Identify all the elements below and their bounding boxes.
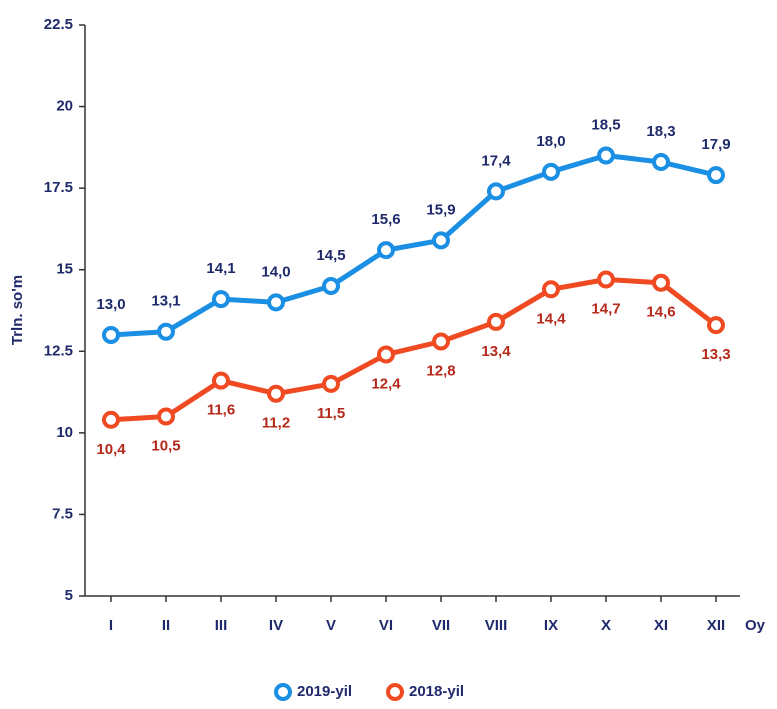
y-tick-label: 7.5 [52, 505, 73, 522]
legend-label: 2019-yil [297, 683, 352, 700]
data-label: 15,9 [426, 201, 455, 218]
data-label: 18,5 [591, 116, 620, 133]
x-tick-label: IV [269, 617, 283, 634]
series-line [110, 153, 717, 338]
data-label: 13,3 [701, 346, 730, 363]
point [597, 146, 615, 165]
x-tick-label: I [109, 617, 113, 634]
x-tick-label: XII [707, 617, 725, 634]
y-tick-label: 15 [56, 261, 73, 278]
data-label: 18,3 [646, 123, 675, 140]
data-label: 13,0 [96, 296, 125, 313]
y-tick-label: 22.5 [44, 16, 73, 33]
y-tick-label: 20 [56, 98, 73, 115]
y-tick-label: 17.5 [44, 179, 73, 196]
data-label: 11,2 [262, 415, 290, 432]
legend-marker [386, 683, 404, 701]
data-label: 17,4 [481, 152, 511, 169]
data-label: 10,5 [151, 438, 180, 455]
x-tick-label: V [326, 617, 336, 634]
series-line [110, 277, 718, 423]
x-tick-label: VI [379, 617, 393, 634]
point [707, 316, 725, 335]
data-label: 14,5 [316, 247, 345, 264]
point [487, 182, 505, 201]
x-tick-label: XI [654, 617, 668, 634]
point [432, 231, 450, 250]
data-label: 14,4 [536, 310, 566, 327]
point [102, 410, 120, 429]
point [102, 325, 120, 344]
point [597, 270, 615, 289]
data-label: 10,4 [96, 441, 126, 458]
point [377, 345, 395, 364]
point [542, 280, 560, 299]
x-axis-label: Oy [745, 617, 766, 634]
data-label: 13,1 [151, 293, 180, 310]
point [267, 384, 285, 403]
point [652, 153, 670, 172]
x-tick-label: III [215, 617, 228, 634]
legend-label: 2018-yil [409, 683, 464, 700]
x-tick-label: IX [544, 617, 558, 634]
data-label: 13,4 [481, 343, 511, 360]
data-label: 14,6 [646, 304, 675, 321]
point [212, 371, 230, 390]
data-label: 14,0 [261, 263, 290, 280]
data-label: 12,8 [426, 362, 455, 379]
y-axis-label: Trln. so'm [9, 275, 26, 345]
data-label: 17,9 [701, 136, 730, 153]
y-tick-label: 12.5 [44, 342, 73, 359]
point [707, 166, 725, 185]
point [322, 374, 340, 393]
data-label: 12,4 [371, 376, 401, 393]
x-tick-label: X [601, 617, 611, 634]
point [267, 293, 285, 312]
point [157, 322, 175, 341]
data-label: 11,6 [207, 402, 235, 419]
point [652, 273, 670, 292]
point [322, 277, 340, 296]
x-tick-label: VIII [485, 617, 508, 634]
y-tick-label: 10 [56, 424, 73, 441]
legend-marker [274, 683, 292, 701]
point [377, 241, 395, 260]
point [157, 407, 175, 426]
point [487, 312, 505, 331]
point [212, 290, 230, 309]
data-label: 14,7 [591, 300, 620, 317]
x-tick-label: II [162, 617, 170, 634]
data-label: 15,6 [371, 211, 400, 228]
data-label: 11,5 [317, 405, 345, 422]
point [432, 332, 450, 351]
data-label: 18,0 [536, 133, 565, 150]
data-label: 14,1 [206, 260, 235, 277]
x-tick-label: VII [432, 617, 450, 634]
y-tick-label: 5 [65, 587, 73, 604]
point [542, 162, 560, 181]
